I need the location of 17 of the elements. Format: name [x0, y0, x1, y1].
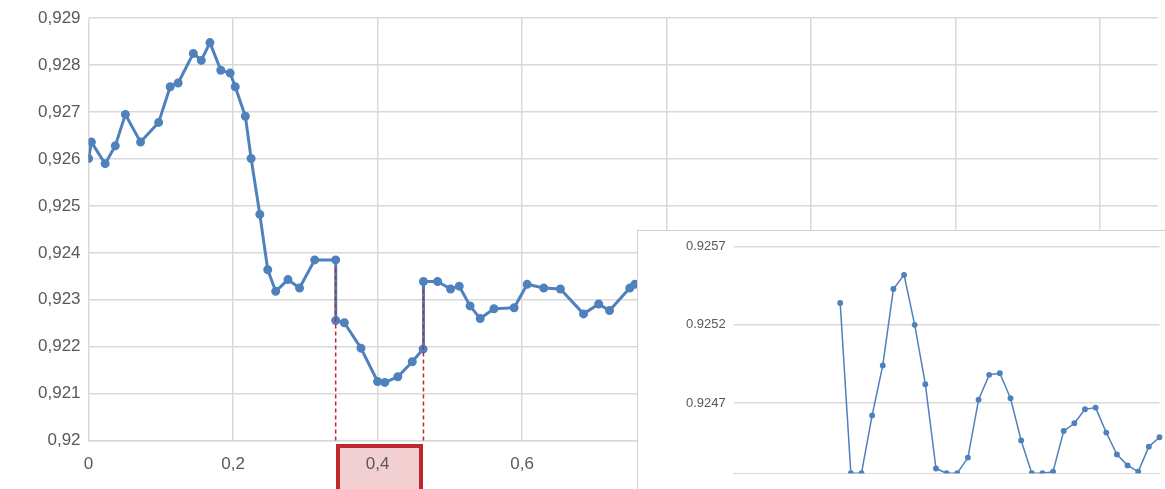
x-tick-label: 0,2: [221, 454, 245, 474]
y-tick-label: 0,924: [37, 242, 81, 262]
y-tick-label: 0,923: [37, 289, 81, 309]
x-tick-label: 0,4: [365, 454, 390, 474]
y-tick-label: 0.9247: [686, 394, 726, 410]
y-tick-label: 0,927: [37, 101, 81, 121]
y-tick-label: 0,921: [37, 383, 81, 403]
x-tick-label: 0,6: [510, 454, 534, 474]
y-tick-label: 0.9257: [686, 238, 726, 254]
x-tick-label: 0: [83, 454, 94, 474]
y-tick-label: 0,926: [37, 148, 81, 168]
y-tick-label: 0.9252: [686, 316, 726, 332]
y-tick-label: 0,925: [37, 195, 81, 215]
y-tick-label: 0,92: [47, 430, 81, 450]
y-tick-label: 0,922: [37, 336, 81, 356]
y-tick-label: 0,928: [37, 54, 81, 74]
y-tick-label: 0,929: [37, 7, 81, 27]
